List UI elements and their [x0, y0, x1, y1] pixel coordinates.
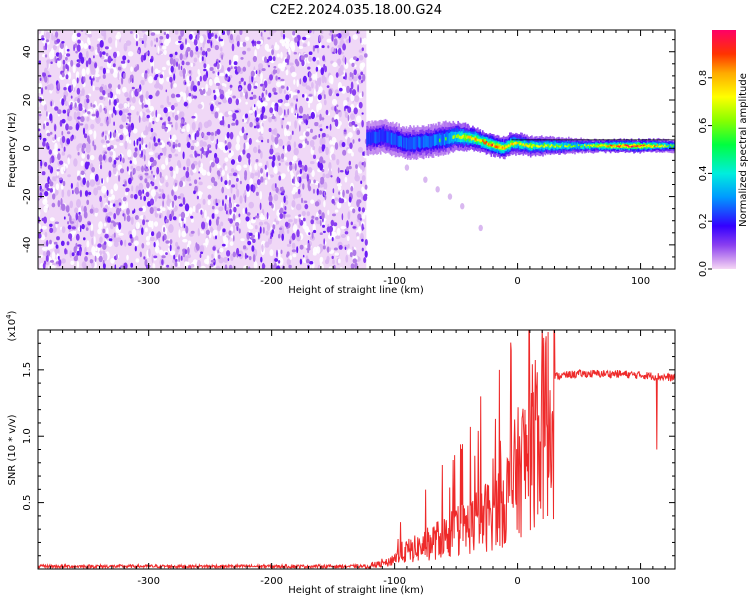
spectrogram-xtick-label: 100: [631, 276, 650, 287]
snr-ticks: -300 -200 -100 0 100 0.5 1.0 1.5: [22, 330, 675, 587]
figure-title: C2E2.2024.035.18.00.G24: [270, 3, 442, 18]
spectrogram-ytick-label: 0: [22, 145, 33, 151]
spectrogram-ylabel: Frequency (Hz): [7, 112, 18, 188]
snr-xtick-label: -200: [260, 576, 283, 587]
spectrogram-frame: [37, 29, 676, 270]
spectrogram-xtick-label: -300: [137, 276, 160, 287]
snr-frame: [37, 329, 676, 570]
spectrogram-xtick-label: 0: [514, 276, 520, 287]
spectrogram-ytick-label: 20: [22, 94, 33, 107]
snr-xtick-label: 100: [631, 576, 650, 587]
colorbar-tick-label: 0.0: [698, 261, 709, 277]
colorbar-tick-label: 0.8: [698, 70, 709, 86]
signal-band: [366, 118, 675, 160]
snr-line-area: [38, 330, 675, 569]
snr-xlabel: Height of straight line (km): [288, 585, 424, 596]
colorbar-label: Normalized spectral amplitude: [738, 73, 749, 227]
snr-ytick-label: 1.5: [22, 362, 33, 378]
snr-ytick-label: 1.0: [22, 428, 33, 444]
snr-xtick-label: 0: [514, 576, 520, 587]
snr-multiplier: (x104): [5, 310, 18, 341]
snr-xtick-label: -300: [137, 576, 160, 587]
colorbar-tick-label: 0.2: [698, 213, 709, 229]
snr-series-line: [38, 330, 675, 569]
colorbar-gradient: [712, 30, 736, 269]
colorbar-ticks: 0.0 0.2 0.4 0.6 0.8: [698, 70, 712, 277]
spectrogram-ytick-label: -40: [22, 237, 33, 253]
noise-speckle-dark: [38, 30, 368, 269]
spectrogram-xtick-label: -200: [260, 276, 283, 287]
snr-panel: -300 -200 -100 0 100 0.5 1.0 1.5 Height of stra…: [5, 310, 676, 596]
spectrogram-xtick-label: -100: [383, 276, 406, 287]
colorbar: 0.0 0.2 0.4 0.6 0.8 Normalized spectral ampl…: [698, 30, 749, 277]
spectrogram-xlabel: Height of straight line (km): [288, 285, 424, 296]
spectrogram-heatmap: [38, 30, 675, 269]
colorbar-tick-label: 0.6: [698, 118, 709, 134]
snr-xtick-label: -100: [383, 576, 406, 587]
signal-band-layer: [438, 134, 675, 150]
snr-ylabel: SNR (10 * v/v): [7, 414, 18, 485]
snr-ytick-label: 0.5: [22, 495, 33, 511]
spectrogram-ytick-label: 40: [22, 45, 33, 58]
faint-trail: [404, 164, 483, 232]
spectrogram-ytick-label: -20: [22, 188, 33, 204]
colorbar-tick-label: 0.4: [698, 165, 709, 181]
